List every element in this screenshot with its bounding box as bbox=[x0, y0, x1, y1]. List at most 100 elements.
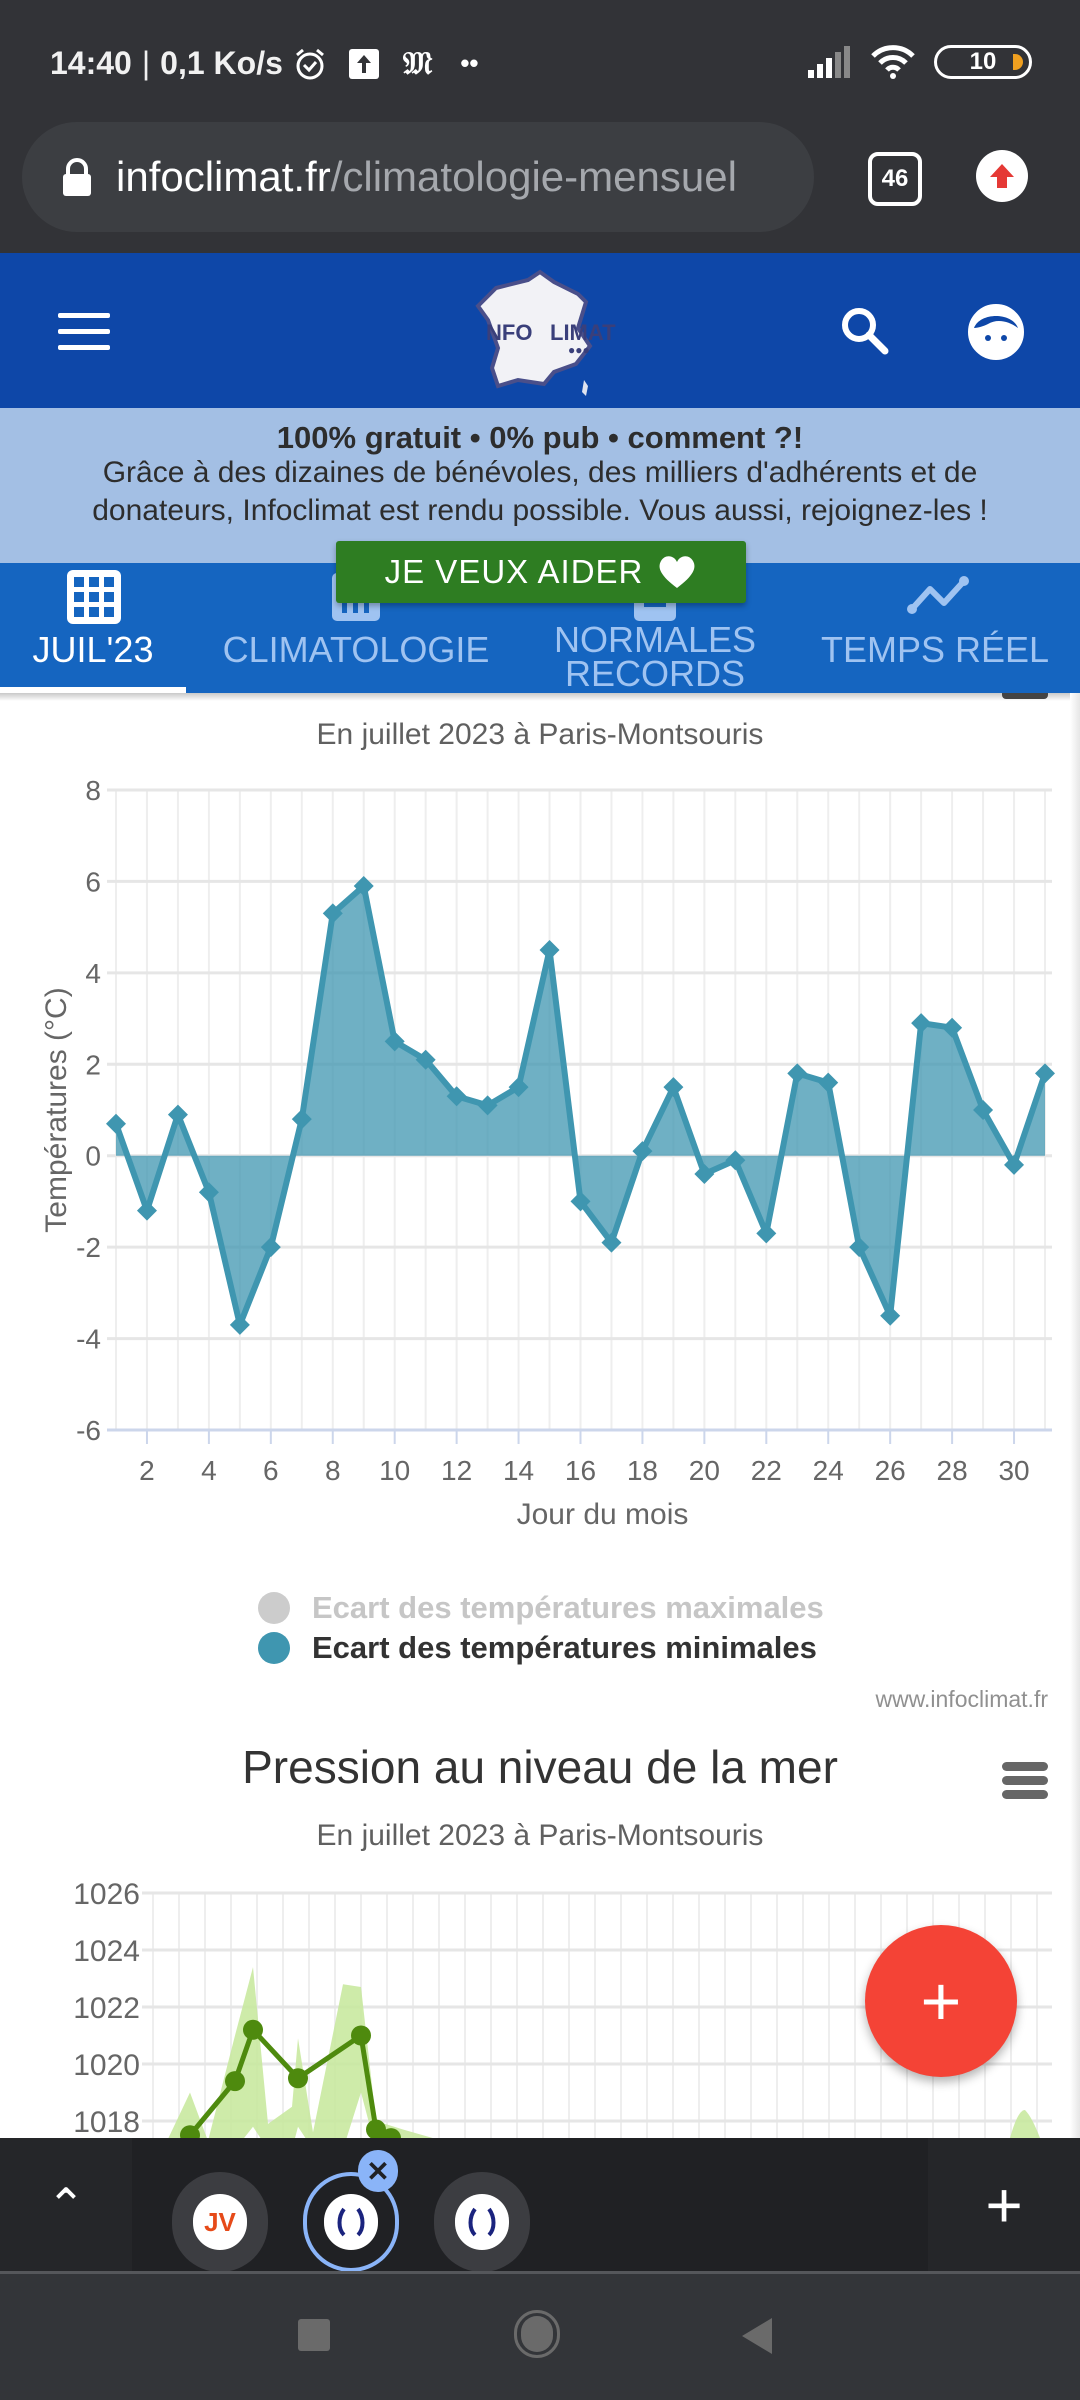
tab-label: NORMALES bbox=[553, 619, 757, 660]
data-point bbox=[632, 1141, 653, 1162]
x-tick-label: 14 bbox=[503, 1455, 534, 1486]
chart1-subtitle: En juillet 2023 à Paris-Montsouris bbox=[316, 718, 764, 751]
data-point bbox=[384, 1031, 405, 1052]
net-speed: 0,1 Ko/s bbox=[160, 45, 283, 81]
y-tick-label: 8 bbox=[85, 775, 101, 806]
search-icon[interactable] bbox=[838, 304, 892, 358]
legend-dot-max bbox=[258, 1592, 290, 1624]
legend-item-min[interactable]: Ecart des températures minimales bbox=[258, 1630, 817, 1666]
chevron-up-icon[interactable]: ⌃ bbox=[0, 2138, 132, 2271]
cta-label: JE VEUX AIDER bbox=[384, 553, 644, 590]
data-point bbox=[167, 1104, 188, 1125]
tab-switcher-button[interactable]: 46 bbox=[868, 152, 922, 206]
legend-dot-min bbox=[258, 1632, 290, 1664]
y-tick-label: 4 bbox=[85, 958, 101, 989]
data-point bbox=[225, 2071, 245, 2092]
tab-favicon-infoclimat-selected[interactable] bbox=[303, 2172, 399, 2272]
active-tab-indicator bbox=[0, 687, 186, 693]
recents-button[interactable] bbox=[298, 2319, 330, 2351]
status-separator: | bbox=[141, 45, 151, 81]
infoclimat-favicon bbox=[324, 2194, 378, 2250]
y-tick-label: 1020 bbox=[73, 2049, 140, 2082]
data-point bbox=[446, 1086, 467, 1107]
data-point bbox=[381, 2128, 401, 2138]
data-point bbox=[570, 1191, 591, 1212]
infoclimat-favicon bbox=[455, 2194, 509, 2250]
x-tick-label: 18 bbox=[627, 1455, 658, 1486]
data-point bbox=[415, 1049, 436, 1070]
donation-banner: 100% gratuit • 0% pub • comment ?! Grâce… bbox=[0, 408, 1080, 563]
y-tick-label: 0 bbox=[85, 1141, 101, 1172]
arrow-up-icon bbox=[990, 164, 1014, 188]
menu-icon[interactable] bbox=[58, 313, 110, 351]
data-point bbox=[180, 2125, 200, 2138]
data-point bbox=[601, 1232, 622, 1253]
tab-favicon-jv[interactable]: JV bbox=[172, 2172, 268, 2272]
new-tab-plus-icon[interactable]: + bbox=[928, 2138, 1080, 2271]
url-bar[interactable]: infoclimat.fr/climatologie-mensuel bbox=[22, 122, 814, 232]
tab-label-line2: RECORDS bbox=[564, 653, 746, 694]
data-point bbox=[260, 1237, 281, 1258]
profile-icon[interactable] bbox=[966, 302, 1026, 362]
battery-level: 10 bbox=[969, 48, 997, 75]
data-point bbox=[942, 1017, 963, 1038]
tab-temps-reel[interactable]: TEMPS RÉEL bbox=[810, 563, 1060, 693]
close-tab-icon[interactable]: ✕ bbox=[358, 2150, 398, 2192]
data-point bbox=[477, 1095, 498, 1116]
data-point bbox=[508, 1077, 529, 1098]
chart-credit[interactable]: www.infoclimat.fr bbox=[875, 1686, 1048, 1712]
data-point bbox=[539, 940, 560, 960]
url-text[interactable]: infoclimat.fr/climatologie-mensuel bbox=[116, 153, 806, 201]
data-point bbox=[106, 1113, 126, 1134]
tab-favicon-infoclimat[interactable] bbox=[434, 2172, 530, 2272]
plus-icon-fab-button[interactable]: + bbox=[865, 1925, 1017, 2077]
back-button[interactable] bbox=[742, 2318, 772, 2354]
svg-text:●●●: ●●● bbox=[568, 343, 590, 357]
upload-icon bbox=[348, 48, 379, 79]
chart-menu-button-partial[interactable] bbox=[1002, 693, 1048, 699]
x-tick-label: 16 bbox=[565, 1455, 596, 1486]
jv-favicon: JV bbox=[204, 2206, 236, 2237]
url-path: /climatologie-mensuel bbox=[330, 153, 737, 200]
tab-normales-records[interactable]: NORMALES RECORDS bbox=[530, 563, 780, 693]
data-point bbox=[1004, 1154, 1025, 1175]
x-tick-label: 12 bbox=[441, 1455, 472, 1486]
heart-icon bbox=[659, 556, 695, 588]
data-point bbox=[973, 1100, 994, 1120]
update-button[interactable] bbox=[976, 150, 1028, 202]
x-tick-label: 22 bbox=[751, 1455, 782, 1486]
legend-item-max[interactable]: Ecart des températures maximales bbox=[258, 1590, 824, 1626]
y-tick-label: 1026 bbox=[73, 1878, 140, 1911]
data-point bbox=[288, 2068, 308, 2089]
data-point bbox=[725, 1150, 746, 1171]
x-tick-label: 28 bbox=[937, 1455, 968, 1486]
range-band bbox=[168, 1967, 433, 2138]
tab-juil23[interactable]: JUIL'23 bbox=[0, 563, 186, 693]
signal-icon bbox=[808, 46, 850, 78]
status-time: 14:40 bbox=[50, 45, 132, 81]
line-chart-icon bbox=[907, 576, 969, 614]
svg-text:LIMAT: LIMAT bbox=[550, 320, 616, 345]
x-tick-label: 20 bbox=[689, 1455, 720, 1486]
data-point bbox=[351, 2025, 371, 2046]
x-tick-label: 8 bbox=[325, 1455, 341, 1486]
hamburger-menu-icon[interactable] bbox=[1002, 1762, 1048, 1800]
status-bar bbox=[0, 0, 1080, 125]
infoclimat-logo[interactable]: NFO LIMAT ●●● bbox=[458, 268, 626, 398]
status-right: 10 bbox=[808, 42, 1032, 82]
x-tick-label: 4 bbox=[201, 1455, 217, 1486]
data-point bbox=[136, 1200, 157, 1221]
data-point bbox=[198, 1182, 219, 1203]
je-veux-aider-button[interactable]: JE VEUX AIDER bbox=[336, 541, 746, 603]
y-tick-label: 1018 bbox=[73, 2106, 140, 2138]
home-button[interactable] bbox=[514, 2310, 560, 2358]
wifi-icon bbox=[871, 45, 915, 79]
data-point bbox=[787, 1063, 808, 1084]
status-left: 14:40 | 0,1 Ko/s 𝔐 •• bbox=[50, 44, 479, 83]
le-monde-icon: 𝔐 bbox=[402, 44, 433, 82]
data-point bbox=[353, 876, 374, 896]
y-tick-label: -4 bbox=[76, 1324, 101, 1355]
x-tick-label: 10 bbox=[379, 1455, 410, 1486]
data-point bbox=[694, 1164, 715, 1184]
